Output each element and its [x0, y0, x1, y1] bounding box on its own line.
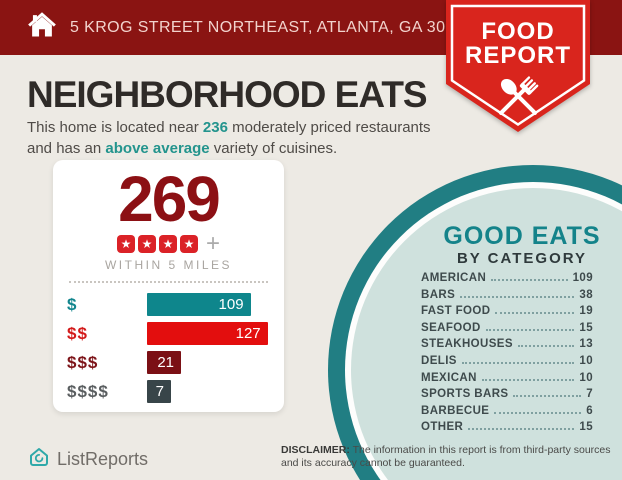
dotted-leader [513, 395, 582, 398]
dotted-leader [517, 345, 575, 348]
total-restaurant-count: 269 [118, 163, 221, 235]
star-icon: ★ [158, 235, 177, 254]
restaurant-summary-card: 269 ★ ★ ★ ★ + WITHIN 5 MILES $ 109 $$ 12… [53, 160, 284, 412]
category-row: STEAKHOUSES 13 [421, 338, 593, 350]
category-name: SEAFOOD [421, 321, 481, 334]
price-bar: 127 [147, 322, 268, 346]
listreports-house-icon [28, 446, 50, 473]
price-bar-row: $$ 127 [67, 322, 284, 346]
category-name: MEXICAN [421, 371, 477, 384]
star-icon: ★ [137, 235, 156, 254]
price-bar: 21 [147, 351, 181, 375]
disclaimer: DISCLAIMER: The information in this repo… [281, 444, 619, 470]
category-value: 109 [572, 272, 593, 284]
dotted-leader [494, 411, 582, 414]
category-row: DELIS 10 [421, 355, 593, 367]
category-row: OTHER 15 [421, 421, 593, 433]
price-tier-label: $$ [67, 323, 88, 343]
intro-text: This home is located near 236 moderately… [27, 117, 445, 160]
category-name: FAST FOOD [421, 305, 491, 318]
star-rating: ★ ★ ★ ★ + [53, 230, 284, 258]
intro-part3: variety of cuisines. [209, 140, 338, 158]
category-name: BARBECUE [421, 404, 490, 417]
badge-line1: FOOD [481, 18, 554, 45]
good-eats-subtitle: BY CATEGORY [456, 250, 588, 267]
plus-sign: + [205, 230, 220, 258]
dotted-leader [485, 328, 575, 331]
page-title: NEIGHBORHOOD EATS [27, 74, 428, 115]
listreports-logo: ListReports [28, 446, 148, 473]
price-bar-row: $ 109 [67, 293, 284, 317]
price-bar-value: 109 [218, 296, 244, 314]
category-name: AMERICAN [421, 272, 487, 284]
category-row: SPORTS BARS 7 [421, 388, 593, 400]
radius-label: WITHIN 5 MILES [104, 258, 232, 273]
category-row: FAST FOOD 19 [421, 305, 593, 317]
listreports-logo-text: ListReports [57, 449, 149, 469]
category-value: 13 [579, 338, 593, 351]
category-value: 10 [579, 354, 593, 367]
category-value: 6 [586, 404, 593, 417]
price-bar: 109 [147, 293, 251, 317]
disclaimer-text: The information in this report is from t… [281, 444, 611, 470]
price-bar-value: 127 [235, 325, 261, 343]
star-icon: ★ [179, 235, 198, 254]
price-bar-row: $$$ 21 [67, 351, 284, 375]
category-name: SPORTS BARS [421, 388, 509, 401]
star-icon: ★ [116, 235, 135, 254]
category-value: 15 [579, 321, 593, 334]
category-row: SEAFOOD 15 [421, 322, 593, 334]
price-tier-label: $ [67, 294, 78, 314]
badge-line2: REPORT [465, 42, 571, 69]
price-tier-label: $$$ [67, 352, 99, 372]
category-row: AMERICAN 109 [421, 272, 593, 284]
intro-part1: This home is located near [27, 119, 203, 136]
category-name: STEAKHOUSES [421, 338, 513, 351]
category-value: 38 [579, 288, 593, 301]
category-value: 15 [579, 421, 593, 434]
crossed-utensils-icon [499, 76, 539, 115]
dotted-leader [460, 295, 575, 298]
price-bar: 7 [147, 380, 171, 404]
dotted-leader [481, 378, 575, 381]
intro-highlight: above average [105, 140, 210, 158]
price-bar-value: 7 [155, 383, 164, 401]
food-report-badge: FOOD REPORT [446, 0, 590, 132]
dotted-leader [495, 312, 575, 315]
category-name: BARS [421, 288, 456, 301]
intro-part2: moderately priced restaurants and has an [27, 119, 431, 158]
dotted-leader [468, 428, 575, 431]
category-value: 7 [586, 388, 593, 401]
category-row: MEXICAN 10 [421, 372, 593, 384]
category-name: DELIS [421, 354, 457, 367]
price-bar-chart: $ 109 $$ 127 $$$ 21 $$$$ 7 [53, 293, 284, 404]
divider [69, 281, 268, 284]
dotted-leader [491, 279, 568, 281]
category-list: AMERICAN 109 BARS 38 FAST FOOD 19 SEAFOO… [421, 272, 593, 433]
category-value: 10 [579, 371, 593, 384]
disclaimer-label: DISCLAIMER: [281, 444, 350, 456]
good-eats-title: GOOD EATS [443, 222, 601, 250]
category-row: BARS 38 [421, 289, 593, 301]
home-icon [26, 9, 58, 46]
category-value: 19 [579, 305, 593, 318]
category-name: OTHER [421, 421, 464, 434]
dotted-leader [461, 361, 575, 364]
price-bar-value: 21 [157, 354, 174, 372]
price-tier-label: $$$$ [67, 381, 109, 401]
restaurant-count: 236 [202, 119, 228, 136]
property-address: 5 KROG STREET NORTHEAST, ATLANTA, GA 303… [70, 18, 474, 36]
category-row: BARBECUE 6 [421, 405, 593, 417]
price-bar-row: $$$$ 7 [67, 380, 284, 404]
